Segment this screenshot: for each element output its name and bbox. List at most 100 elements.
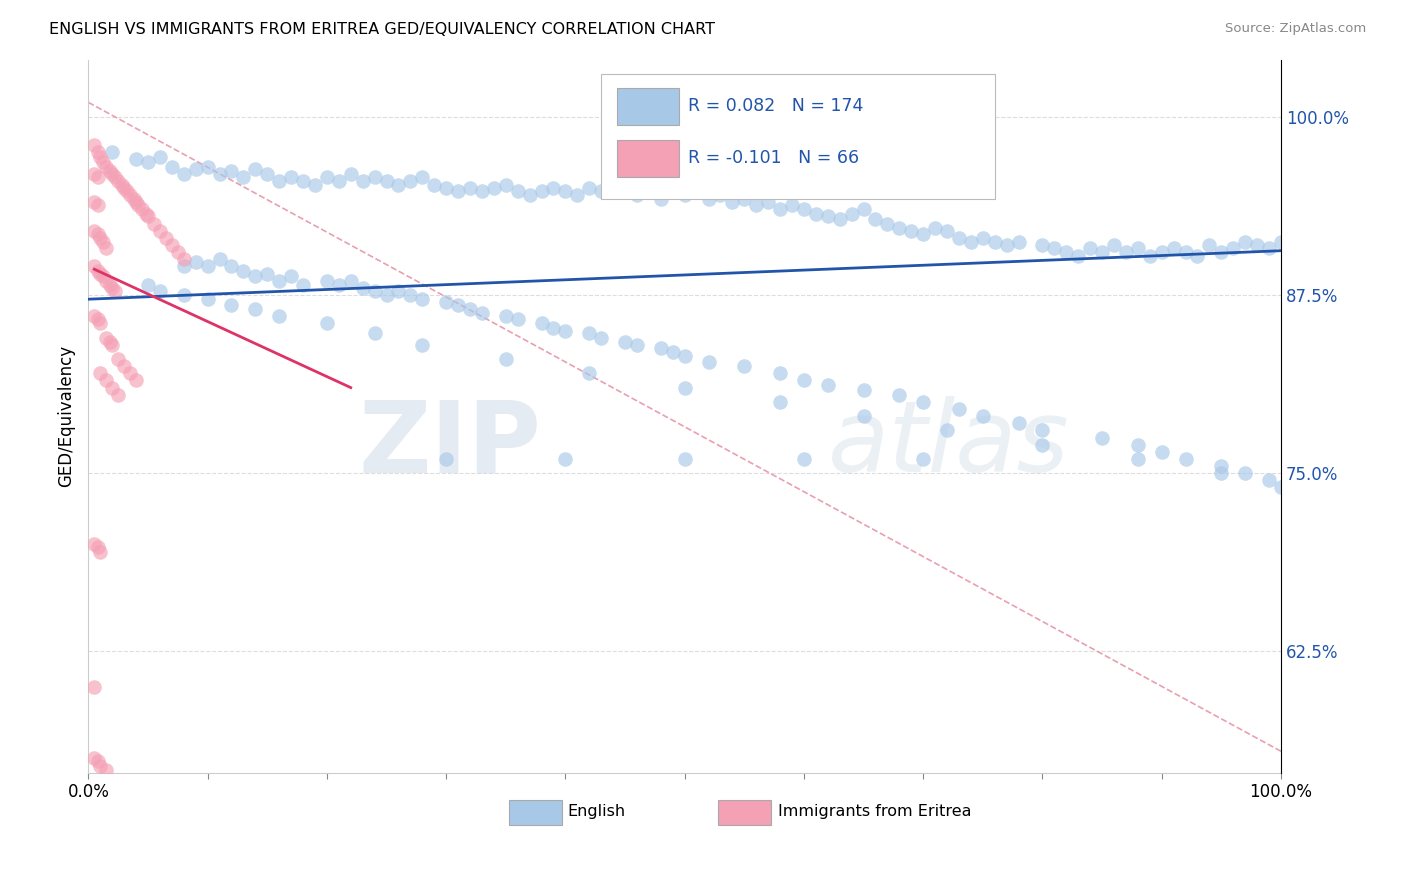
Point	[104, 284, 127, 298]
Point	[104, 169, 127, 184]
Point	[983, 235, 1005, 249]
Point	[89, 267, 111, 281]
Point	[245, 162, 267, 177]
Point	[972, 409, 994, 424]
Point	[96, 374, 118, 388]
Point	[1150, 444, 1173, 458]
Text: Immigrants from Eritrea: Immigrants from Eritrea	[778, 805, 972, 820]
Point	[375, 174, 398, 188]
Point	[1031, 437, 1053, 451]
Point	[912, 395, 935, 409]
Point	[89, 758, 111, 772]
Point	[756, 195, 779, 210]
Point	[98, 334, 121, 349]
Point	[315, 274, 337, 288]
Point	[1258, 473, 1281, 487]
Point	[554, 184, 576, 198]
Point	[554, 324, 576, 338]
Point	[83, 224, 105, 238]
Point	[614, 184, 637, 198]
Point	[1007, 235, 1029, 249]
Point	[120, 188, 142, 202]
Point	[578, 367, 600, 381]
Point	[112, 359, 135, 374]
Point	[304, 178, 326, 193]
Point	[673, 451, 696, 466]
Point	[315, 169, 337, 184]
Point	[411, 169, 433, 184]
Point	[447, 298, 470, 312]
Point	[780, 198, 803, 212]
Point	[602, 178, 624, 193]
Point	[112, 181, 135, 195]
Point	[650, 192, 672, 206]
Point	[245, 269, 267, 284]
Point	[1078, 241, 1101, 255]
Point	[91, 269, 114, 284]
Point	[136, 155, 159, 169]
Point	[83, 751, 105, 765]
Point	[208, 167, 231, 181]
Point	[1258, 241, 1281, 255]
Point	[1139, 249, 1161, 263]
Point	[363, 326, 385, 341]
Point	[912, 451, 935, 466]
Point	[83, 680, 105, 694]
Point	[841, 206, 863, 220]
Point	[530, 184, 553, 198]
Point	[83, 167, 105, 181]
Point	[87, 541, 110, 555]
Point	[423, 178, 446, 193]
Point	[96, 160, 118, 174]
Point	[411, 338, 433, 352]
Text: Source: ZipAtlas.com: Source: ZipAtlas.com	[1226, 22, 1367, 36]
Point	[733, 359, 755, 374]
Point	[591, 184, 613, 198]
Point	[817, 377, 839, 392]
Point	[709, 188, 731, 202]
Point	[889, 388, 911, 402]
Point	[578, 326, 600, 341]
Point	[89, 231, 111, 245]
Point	[269, 310, 291, 324]
Point	[160, 160, 183, 174]
Point	[256, 267, 278, 281]
Point	[793, 202, 815, 217]
Point	[495, 352, 517, 367]
Point	[578, 181, 600, 195]
Point	[900, 224, 922, 238]
Point	[292, 174, 315, 188]
Point	[995, 238, 1018, 252]
Point	[1150, 245, 1173, 260]
Point	[91, 235, 114, 249]
Point	[960, 235, 983, 249]
Point	[160, 238, 183, 252]
Point	[1211, 466, 1233, 480]
Point	[87, 227, 110, 241]
Point	[482, 181, 505, 195]
Point	[434, 451, 457, 466]
Point	[87, 169, 110, 184]
Point	[120, 367, 142, 381]
Point	[125, 195, 148, 210]
Point	[101, 281, 124, 295]
Point	[98, 164, 121, 178]
FancyBboxPatch shape	[718, 800, 770, 825]
Point	[232, 169, 254, 184]
Point	[173, 167, 195, 181]
Point	[924, 220, 946, 235]
Point	[1270, 480, 1292, 494]
Point	[111, 178, 134, 193]
Point	[1163, 241, 1185, 255]
Point	[122, 192, 145, 206]
Point	[101, 145, 124, 160]
Point	[471, 306, 494, 320]
FancyBboxPatch shape	[617, 88, 679, 125]
Point	[166, 245, 188, 260]
Point	[328, 174, 350, 188]
Point	[173, 260, 195, 274]
Point	[948, 231, 970, 245]
Point	[1007, 417, 1029, 431]
Point	[89, 317, 111, 331]
Point	[638, 184, 661, 198]
